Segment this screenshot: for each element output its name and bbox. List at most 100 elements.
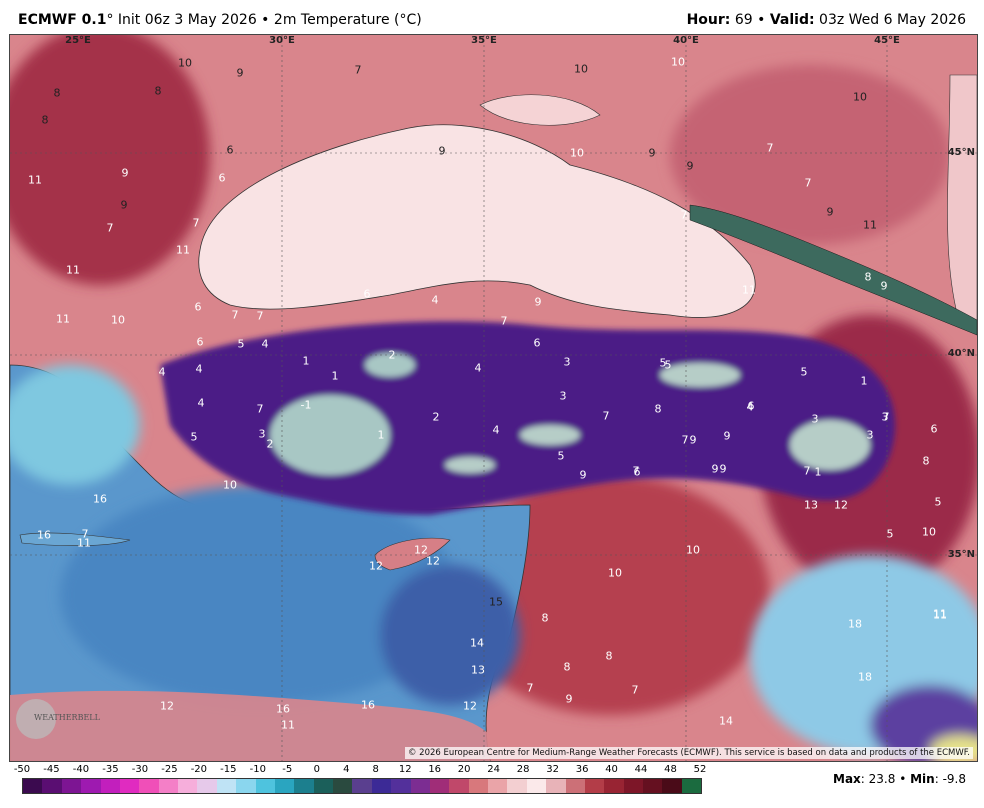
temperature-value-label: 8 [53, 86, 61, 100]
copyright-notice: © 2026 European Centre for Medium-Range … [404, 747, 973, 759]
grid-lines [10, 35, 977, 761]
taurus-cold-patch [520, 425, 580, 445]
colorbar-segment [23, 779, 43, 793]
temperature-map: 25°E 30°E 35°E 40°E 45°E 45°N 40°N 35°N … [9, 34, 978, 762]
temperature-value-label: 12 [369, 559, 383, 573]
temperature-value-label: 7 [231, 308, 239, 322]
colorbar-segment [294, 779, 314, 793]
temperature-value-label: 3 [563, 355, 571, 369]
temperature-value-label: 7 [882, 410, 890, 424]
temperature-value-label: 12 [160, 699, 174, 713]
temperature-value-label: 8 [605, 649, 613, 663]
temperature-value-label: 10 [671, 55, 685, 69]
degree-mark: ° [106, 12, 114, 28]
min-value: -9.8 [942, 772, 966, 786]
temperature-value-label: 7 [526, 681, 534, 695]
max-label: Max [833, 772, 861, 786]
variable-name: 2m Temperature (°C) [273, 12, 422, 28]
temperature-value-label: 6 [747, 399, 755, 413]
temperature-value-label: 2 [388, 348, 396, 362]
temperature-value-label: 9 [686, 159, 694, 173]
temperature-value-label: 6 [363, 287, 371, 301]
temperature-value-label: 7 [500, 314, 508, 328]
temperature-value-label: 6 [633, 465, 641, 479]
temperature-value-label: 16 [276, 702, 290, 716]
weatherbell-logo: WEATHERBELL [16, 699, 100, 741]
colorbar-segment [61, 779, 82, 793]
temperature-value-label: 11 [933, 608, 947, 622]
temperature-value-label: 2 [432, 410, 440, 424]
temperature-value-label: 9 [689, 433, 697, 447]
temperature-value-label: 5 [800, 365, 808, 379]
temperature-value-label: 1 [814, 465, 822, 479]
temperature-value-label: 11 [56, 312, 70, 326]
temperature-value-label: 10 [922, 525, 936, 539]
colorbar-segment [42, 779, 62, 793]
temperature-value-label: 6 [226, 143, 234, 157]
temperature-value-label: 8 [922, 454, 930, 468]
colorbar-segment [604, 779, 624, 793]
colorbar-tick-label: 12 [398, 764, 412, 775]
colorbar-segment [197, 779, 217, 793]
temperature-value-label: 8 [563, 660, 571, 674]
colorbar-segment [565, 779, 585, 793]
colorbar-segment [100, 779, 120, 793]
temperature-value-label: 10 [111, 313, 125, 327]
balkans-warm-area [10, 35, 210, 285]
temperature-value-label: 1 [377, 428, 385, 442]
cold-patch-2 [445, 457, 495, 473]
lon-label: 30°E [269, 35, 295, 46]
colorbar-segment [371, 779, 392, 793]
colorbar-segment [313, 779, 333, 793]
temperature-value-label: 12 [834, 498, 848, 512]
colorbar-tick-label: 20 [457, 764, 471, 775]
temperature-value-label: 6 [196, 335, 204, 349]
colorbar-segment [352, 779, 372, 793]
temperature-value-label: 1 [331, 369, 339, 383]
colorbar-tick-label: 4 [343, 764, 350, 775]
russia-area [670, 65, 950, 245]
colorbar-segment [584, 779, 605, 793]
van-cold-patch [790, 420, 870, 470]
temperature-value-label: 6 [194, 300, 202, 314]
temperature-value-label: 9 [236, 66, 244, 80]
min-label: Min [910, 772, 935, 786]
temperature-value-label: 13 [471, 663, 485, 677]
temperature-value-label: 9 [121, 166, 129, 180]
temperature-value-label: 16 [93, 492, 107, 506]
temperature-value-label: 4 [431, 293, 439, 307]
temperature-value-label: 9 [723, 429, 731, 443]
colorbar-segment [681, 779, 702, 793]
temperature-value-label: 5 [557, 449, 565, 463]
temperature-value-label: 16 [361, 698, 375, 712]
temperature-value-label: 9 [826, 205, 834, 219]
temperature-value-label: 3 [811, 412, 819, 426]
temperature-value-label: 11 [742, 283, 756, 297]
lat-label: 45°N [947, 147, 975, 158]
globe-icon [16, 699, 56, 739]
temperature-value-label: 7 [804, 176, 812, 190]
colorbar-tick-label: -10 [249, 764, 266, 775]
temperature-value-label: 10 [686, 543, 700, 557]
colorbar-tick-label: 32 [546, 764, 559, 775]
temperature-value-label: 4 [158, 365, 166, 379]
temperature-value-label: 9 [534, 295, 542, 309]
temperature-value-label: 9 [438, 144, 446, 158]
temperature-value-label: 7 [192, 216, 200, 230]
temperature-value-label: 5 [664, 358, 672, 372]
cyprus-island [374, 537, 451, 571]
colorbar-tick-label: 40 [605, 764, 618, 775]
max-value: 23.8 [868, 772, 896, 786]
lon-label: 35°E [471, 35, 497, 46]
temperature-value-label: 8 [654, 402, 662, 416]
colorbar-segment [333, 779, 353, 793]
central-anatolia-cold [270, 395, 390, 475]
init-time: Init 06z 3 May 2026 [117, 12, 257, 28]
temperature-value-label: 1 [860, 374, 868, 388]
temperature-value-label: 12 [414, 543, 428, 557]
temperature-value-label: 11 [863, 218, 877, 232]
temperature-value-label: 12 [463, 699, 477, 713]
temperature-value-label: 6 [218, 171, 226, 185]
max-min-stats: Max: 23.8 • Min: -9.8 [833, 772, 966, 786]
colorbar-tick-label: -30 [131, 764, 149, 775]
